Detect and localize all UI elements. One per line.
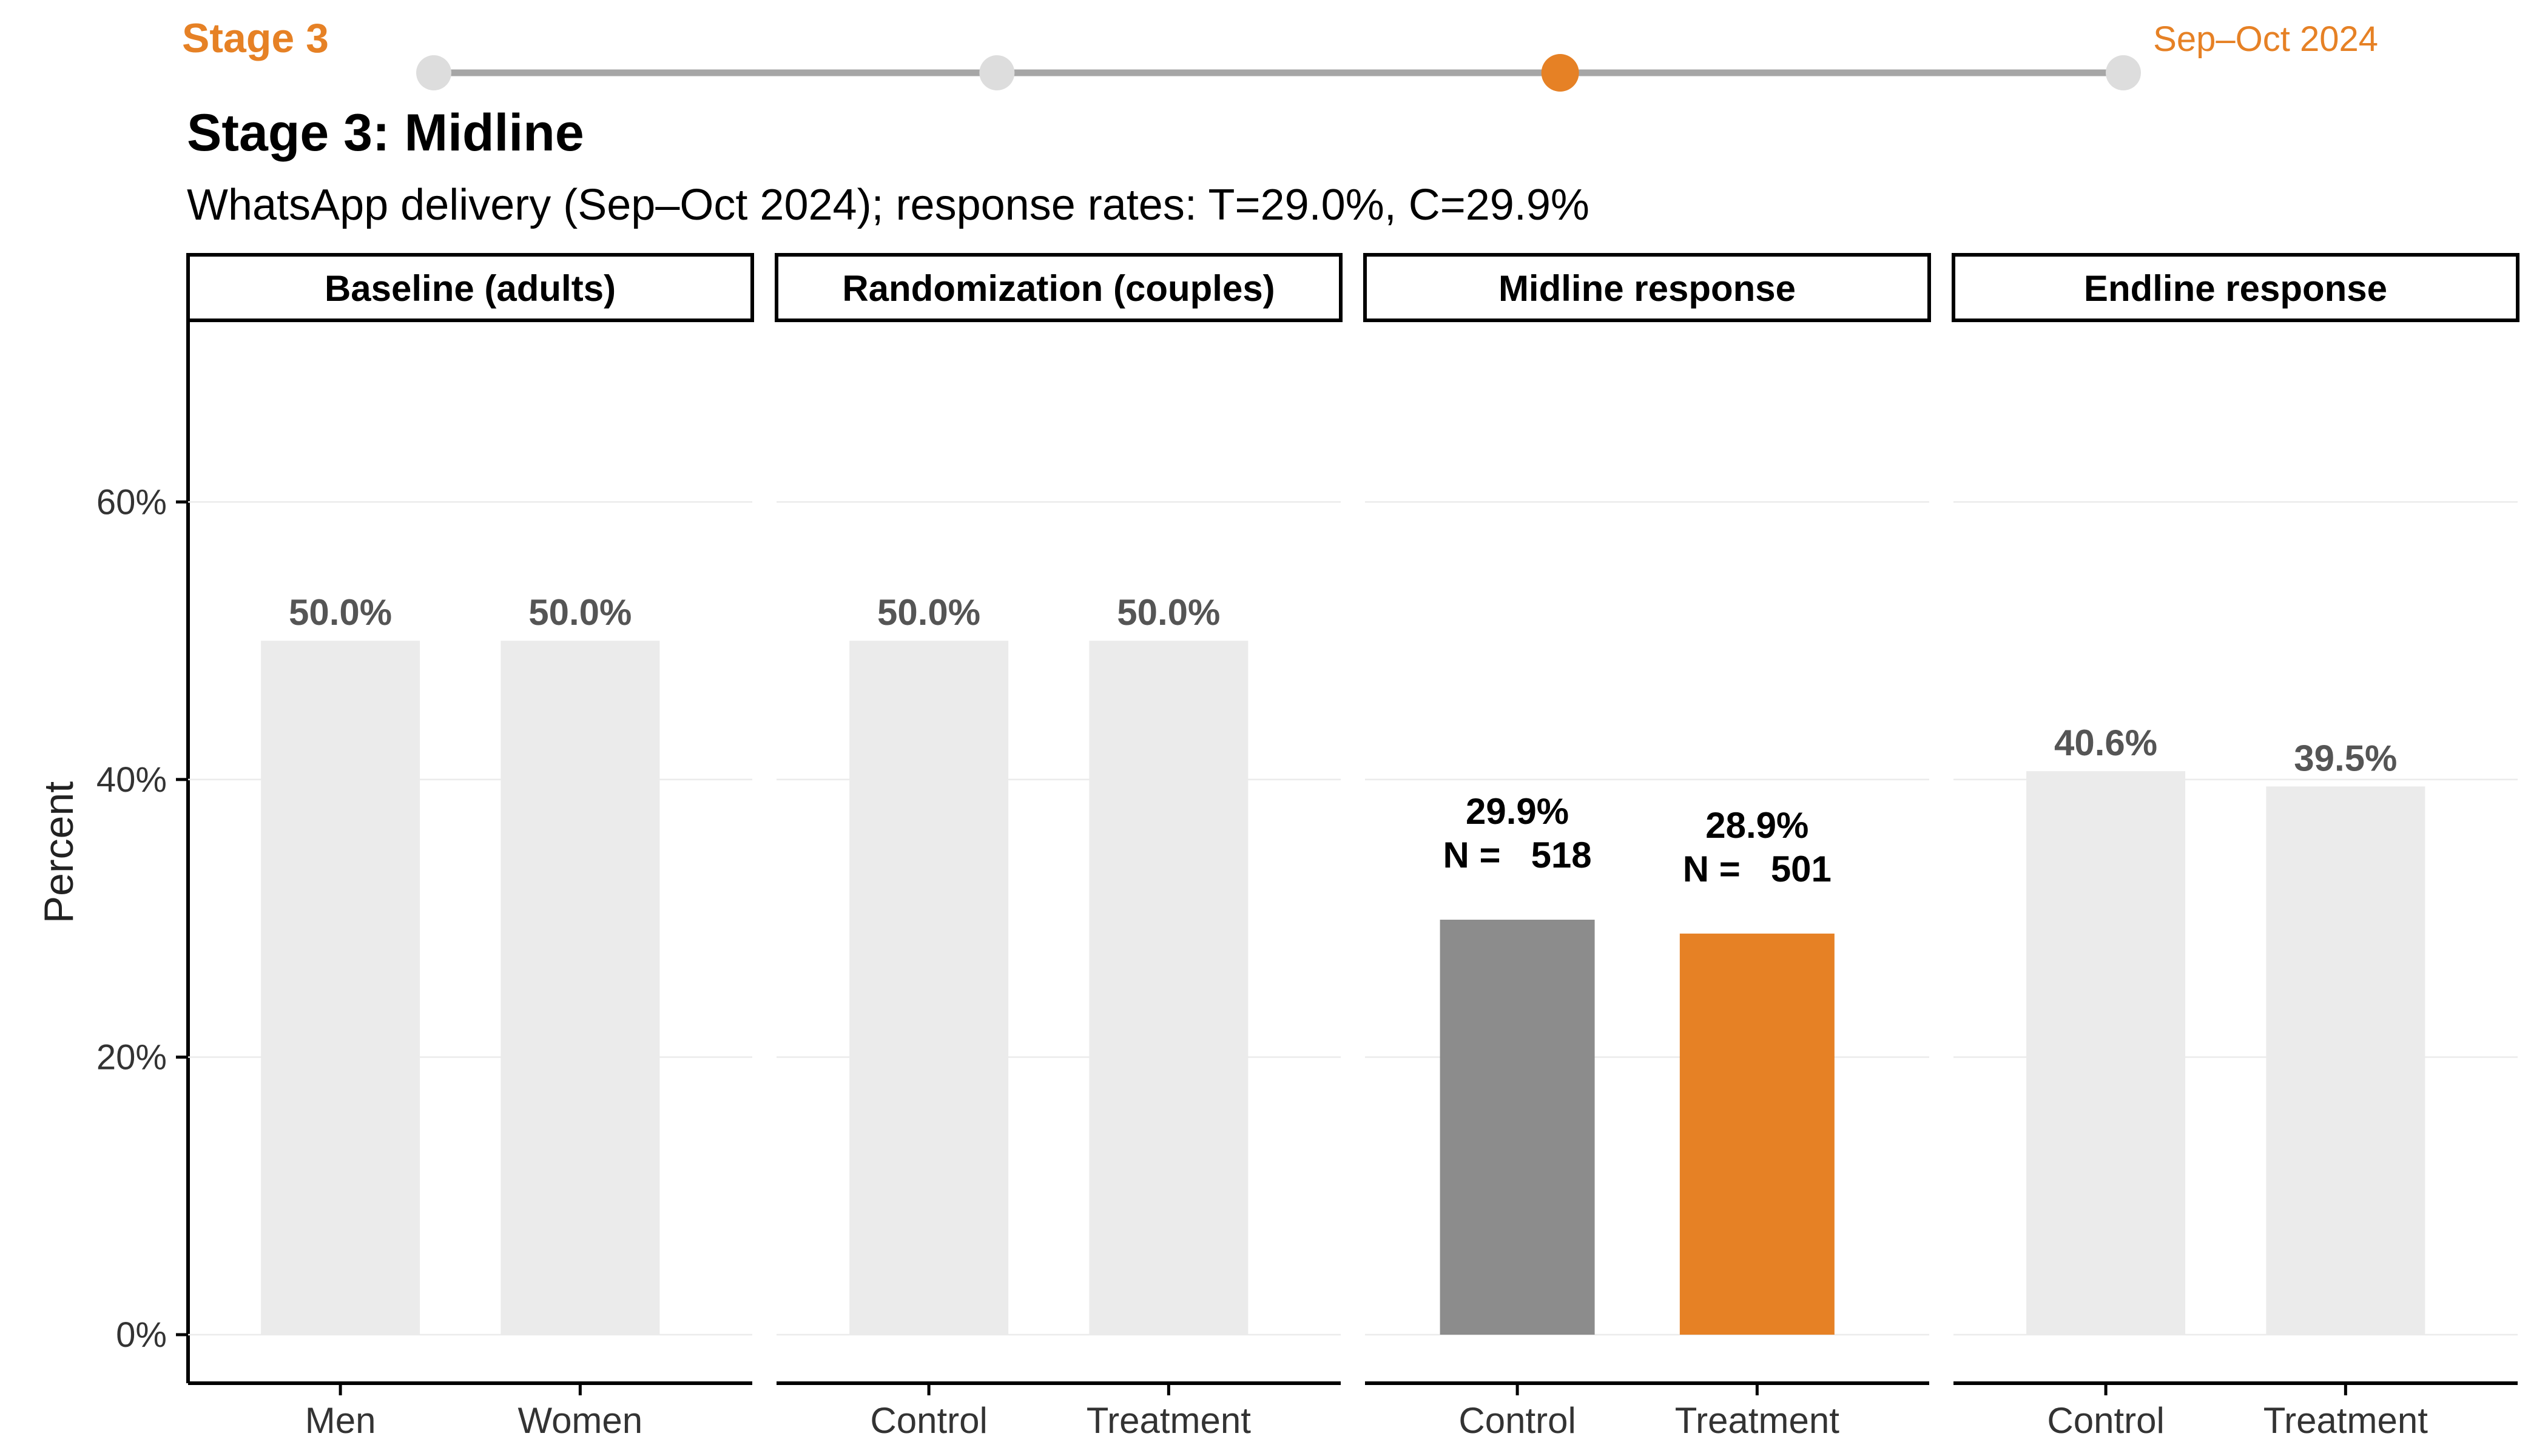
facet-panel: Midline response 29.9%N = 518 Control 28.9%…	[1363, 253, 1931, 1441]
facet-panel: Endline response 40.6% Control 39.5% Treatme…	[1952, 253, 2519, 1441]
bar-value-label: 29.9%	[1466, 791, 1569, 832]
bar-value-label: 40.6%	[2054, 723, 2157, 763]
timeline-dot	[2106, 55, 2141, 90]
y-axis-label: Percent	[36, 781, 82, 923]
facet-strip	[1952, 253, 2519, 322]
bar	[261, 641, 420, 1335]
y-tick-label: 60%	[96, 482, 167, 522]
x-tick-label: Control	[870, 1400, 987, 1441]
date-label: Sep–Oct 2024	[2153, 19, 2378, 59]
x-tick-label: Control	[2047, 1400, 2164, 1441]
y-tick-label: 40%	[96, 760, 167, 800]
x-tick-label: Men	[305, 1400, 376, 1441]
facet-strip	[186, 253, 754, 322]
x-tick-label: Treatment	[2263, 1400, 2428, 1441]
facet-title: Endline response	[2084, 268, 2387, 309]
facet-title: Baseline (adults)	[325, 268, 616, 309]
x-tick-label: Treatment	[1675, 1400, 1840, 1441]
bar-value-label: 39.5%	[2294, 738, 2397, 778]
bar-n-label: N = 501	[1683, 849, 1832, 889]
stage-timeline	[416, 54, 2141, 92]
bar	[1679, 933, 1835, 1335]
y-axis: 0% 20% 40% 60%	[96, 322, 190, 1383]
facet-title: Midline response	[1498, 268, 1796, 309]
y-tick-label: 20%	[96, 1037, 167, 1077]
stage-label: Stage 3	[182, 15, 329, 61]
facet-panel: Baseline (adults) 50.0% Men 50.0% Women	[186, 253, 754, 1441]
x-tick-label: Women	[518, 1400, 643, 1441]
bar-value-label: 50.0%	[1117, 592, 1220, 633]
bar	[500, 641, 660, 1335]
facet-title: Randomization (couples)	[842, 268, 1275, 309]
y-tick-label: 0%	[116, 1315, 167, 1355]
bar-n-label: N = 518	[1443, 835, 1592, 875]
facet-strip	[1363, 253, 1931, 322]
bar-value-label: 50.0%	[528, 592, 632, 633]
chart-subtitle: WhatsApp delivery (Sep–Oct 2024); respon…	[187, 181, 1589, 229]
bar	[2026, 771, 2186, 1335]
bar-value-label: 50.0%	[289, 592, 392, 633]
bar-value-label: 50.0%	[877, 592, 980, 633]
timeline-dot	[979, 55, 1015, 90]
x-tick-label: Control	[1458, 1400, 1576, 1441]
facet-strip	[775, 253, 1343, 322]
bar	[849, 641, 1009, 1335]
facet-panels: Baseline (adults) 50.0% Men 50.0% Women Rando…	[186, 253, 2519, 1441]
timeline-dot	[416, 55, 451, 90]
bar	[1440, 919, 1595, 1335]
bar-value-label: 28.9%	[1705, 805, 1808, 846]
facet-panel: Randomization (couples) 50.0% Control 50.0%…	[775, 253, 1343, 1441]
x-tick-label: Treatment	[1087, 1400, 1252, 1441]
bar	[1089, 641, 1249, 1335]
timeline-dot-active	[1541, 54, 1579, 92]
bar	[2266, 786, 2425, 1335]
chart-title: Stage 3: Midline	[187, 104, 584, 162]
